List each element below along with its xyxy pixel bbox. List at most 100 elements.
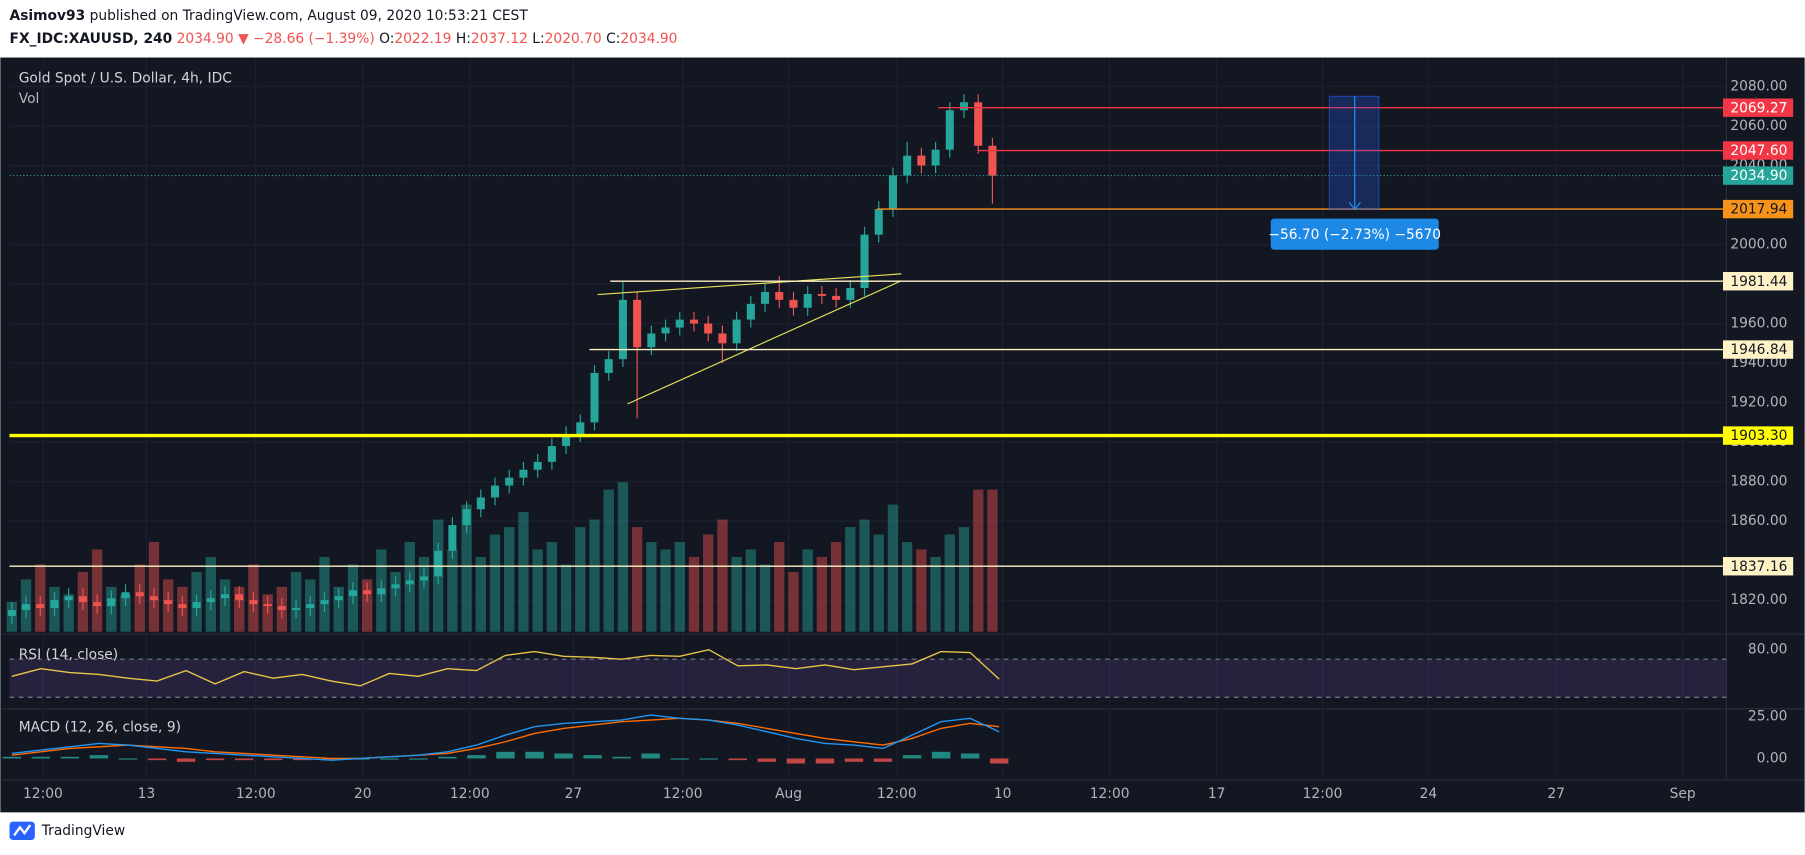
candle-body	[348, 590, 357, 597]
volume-bar	[617, 482, 629, 632]
volume-bar	[418, 556, 430, 632]
macd-histogram-bar	[960, 753, 980, 759]
candle-body	[220, 594, 230, 599]
candle-body	[235, 594, 244, 601]
candle-body	[888, 175, 897, 209]
candle-body	[405, 580, 414, 585]
h-key: H:	[456, 31, 471, 47]
candle-body	[36, 604, 45, 609]
volume-bar	[120, 594, 131, 632]
annotation: −56.70 (−2.73%) −5670	[1268, 227, 1441, 243]
change: ▼ −28.66 (−1.39%)	[238, 31, 375, 47]
volume-bar	[504, 527, 515, 632]
macd-histogram-bar	[699, 758, 718, 760]
macd-histogram-bar	[496, 751, 515, 759]
macd-histogram-bar	[583, 755, 602, 759]
candle-body	[860, 234, 869, 289]
price-tag-label: 2069.27	[1730, 100, 1787, 116]
price-tag-label: 1946.84	[1730, 342, 1787, 358]
macd-histogram-bar	[902, 755, 922, 759]
volume-bar	[745, 549, 757, 632]
candle-body	[562, 434, 571, 447]
candle-body	[206, 598, 215, 603]
volume-bar	[873, 534, 884, 632]
volume-bar	[987, 489, 998, 632]
volume-bar	[532, 549, 543, 632]
macd-histogram-bar	[554, 753, 573, 759]
macd-histogram-bar	[322, 758, 341, 761]
x-tick-label: 12:00	[1090, 786, 1130, 802]
y-tick-label: 1940.00	[1730, 355, 1787, 371]
volume-bar	[234, 586, 245, 632]
candle-body	[64, 596, 73, 601]
volume-label: Vol	[19, 91, 40, 107]
volume-bar	[916, 549, 927, 632]
candle-body	[149, 596, 158, 601]
volume-bar	[91, 549, 103, 632]
x-tick-label: 12:00	[1303, 786, 1343, 802]
candle-body	[7, 610, 16, 616]
y-tick-label: 2060.00	[1730, 118, 1787, 134]
price-tag-label: 1903.30	[1730, 428, 1787, 444]
volume-bar	[944, 534, 955, 632]
macd-histogram-bar	[176, 758, 196, 762]
candle-body	[121, 592, 130, 599]
price-tag	[1722, 340, 1794, 359]
candle-body	[917, 155, 926, 166]
candle-body	[419, 576, 428, 581]
volume-bar	[560, 564, 572, 632]
volume-bar	[333, 586, 344, 632]
price-tag	[1722, 141, 1794, 160]
x-tick-label: 20	[354, 786, 372, 802]
macd-histogram-bar	[234, 758, 254, 761]
trend-line	[627, 280, 902, 405]
candle-body	[959, 102, 969, 111]
candle-body	[874, 208, 883, 235]
candle-body	[164, 600, 173, 605]
o-key: O:	[379, 31, 394, 47]
macd-histogram-bar	[205, 758, 225, 761]
price-tag-label: 2017.94	[1730, 202, 1787, 218]
y-tick-label: 1860.00	[1730, 513, 1787, 529]
price-tag	[1722, 98, 1794, 117]
l-key: L:	[532, 31, 544, 47]
header-bg	[0, 0, 1805, 58]
macd-histogram-bar	[147, 758, 167, 761]
volume-bar	[816, 556, 828, 632]
macd-histogram-bar	[670, 758, 689, 760]
measure-arrow-head	[1348, 201, 1361, 211]
candle-body	[547, 446, 556, 462]
candle-body	[363, 590, 372, 595]
price-tag	[1722, 166, 1794, 185]
x-tick-label: 27	[565, 786, 583, 802]
macd-histogram-bar	[786, 758, 806, 764]
l-value: 2020.70	[545, 31, 602, 47]
candle-body	[945, 110, 954, 150]
candle-body	[320, 600, 329, 605]
macd-histogram-bar	[2, 756, 22, 759]
candle-body	[277, 606, 286, 611]
macd-histogram-bar	[612, 756, 631, 759]
candle-body	[263, 604, 272, 607]
price-tag-label: 1837.16	[1730, 559, 1787, 575]
candle-body	[107, 598, 116, 607]
macd-histogram-bar	[989, 758, 1009, 764]
candle-body	[334, 596, 343, 601]
volume-bar	[802, 549, 813, 632]
candle-body	[988, 145, 997, 176]
candle-body	[377, 588, 386, 595]
volume-bar	[475, 556, 486, 632]
macd-histogram-bar	[815, 758, 835, 764]
y-tick-label: 1880.00	[1730, 474, 1787, 490]
volume-bar	[717, 519, 728, 632]
volume-bar	[688, 556, 700, 632]
volume-bar	[845, 527, 856, 632]
x-tick-label: 27	[1547, 786, 1565, 802]
volume-bar	[901, 541, 913, 632]
volume-bar	[660, 549, 671, 632]
volume-bar	[546, 541, 558, 632]
candle-body	[476, 497, 485, 510]
x-tick-label: 24	[1420, 786, 1438, 802]
volume-bar	[603, 489, 614, 632]
author: Asimov93	[10, 8, 86, 24]
